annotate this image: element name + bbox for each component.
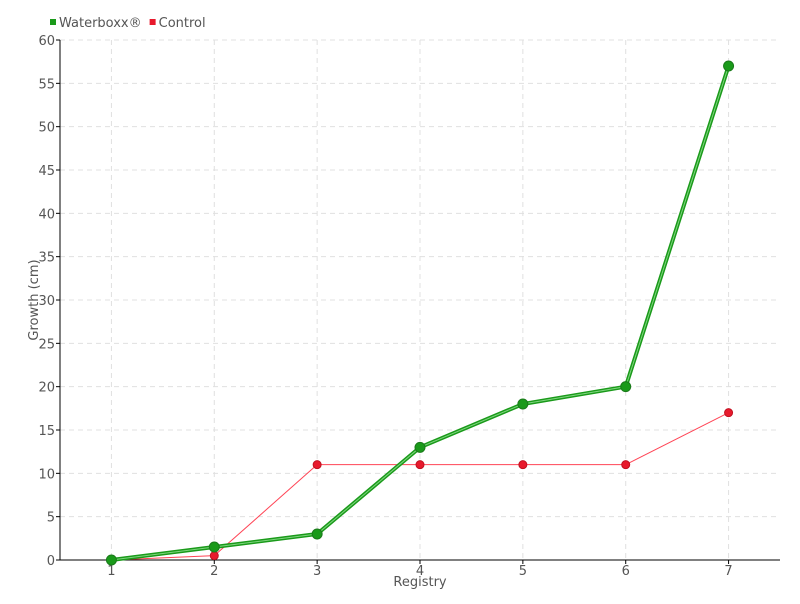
x-tick-label: 7 bbox=[724, 564, 732, 579]
data-point-control bbox=[724, 408, 734, 418]
data-point-waterboxx bbox=[105, 554, 117, 566]
legend: Waterboxx® Control bbox=[50, 16, 206, 31]
y-tick-label: 10 bbox=[38, 467, 55, 482]
grid bbox=[60, 39, 780, 560]
x-tick-label: 3 bbox=[313, 564, 321, 579]
legend-swatch bbox=[50, 19, 56, 25]
y-tick-label: 5 bbox=[47, 511, 55, 526]
data-point-control bbox=[415, 460, 425, 470]
data-point-waterboxx bbox=[311, 528, 323, 540]
y-tick-label: 50 bbox=[38, 121, 55, 136]
data-point-waterboxx bbox=[723, 60, 735, 72]
y-tick-label: 40 bbox=[38, 207, 55, 222]
y-tick-label: 30 bbox=[38, 294, 55, 309]
y-tick-label: 15 bbox=[38, 424, 55, 439]
data-point-control bbox=[312, 460, 322, 470]
y-tick-label: 60 bbox=[38, 34, 55, 49]
data-point-control bbox=[209, 551, 219, 561]
series-layer bbox=[105, 60, 735, 566]
y-tick-label: 55 bbox=[38, 77, 55, 92]
x-tick-label: 5 bbox=[519, 564, 527, 579]
legend-swatch bbox=[149, 19, 156, 25]
x-tick-label: 6 bbox=[622, 564, 630, 579]
data-point-waterboxx bbox=[517, 398, 529, 410]
data-point-waterboxx bbox=[620, 381, 632, 393]
y-tick-label: 0 bbox=[47, 554, 55, 569]
y-tick-label: 45 bbox=[38, 164, 55, 179]
x-tick-label: 2 bbox=[210, 564, 218, 579]
x-axis-label: Registry bbox=[393, 575, 447, 590]
x-tick-label: 1 bbox=[107, 564, 115, 579]
data-point-waterboxx bbox=[414, 441, 426, 453]
data-point-waterboxx bbox=[208, 541, 220, 553]
y-tick-label: 35 bbox=[38, 251, 55, 266]
y-tick-label: 25 bbox=[38, 337, 55, 352]
x-tick-label: 4 bbox=[416, 564, 424, 579]
data-point-control bbox=[518, 460, 528, 470]
legend-label: Waterboxx® bbox=[59, 16, 142, 31]
data-point-control bbox=[621, 460, 631, 470]
legend-label: Control bbox=[159, 16, 206, 31]
y-tick-label: 20 bbox=[38, 381, 55, 396]
y-axis-label: Growth (cm) bbox=[27, 259, 42, 340]
